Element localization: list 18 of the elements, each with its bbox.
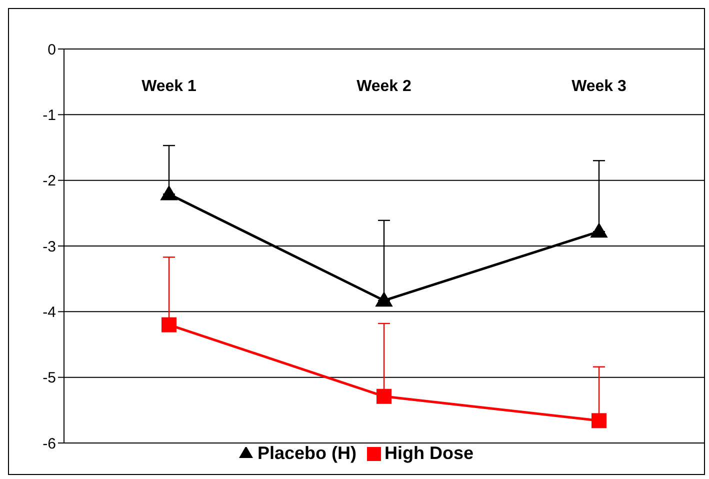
y-tick-label: -2 [42,172,56,190]
point [592,413,606,428]
point [160,186,178,200]
x-tick-label: Week 3 [572,78,627,95]
legend-label: Placebo (H) [257,443,356,463]
legend-label: High Dose [384,443,474,463]
y-tick-label: -1 [42,106,56,124]
x-tick-label: Week 2 [356,78,412,95]
y-tick-label: -6 [42,435,56,452]
y-tick-label: -5 [42,370,56,387]
point [376,388,392,404]
y-tick-label: -4 [42,304,56,321]
point [376,292,392,307]
y-tick-label: -3 [42,238,56,256]
point [590,223,608,238]
x-tick-label: Week 1 [142,78,197,95]
y-tick-label: 0 [48,41,56,58]
point [162,317,176,332]
